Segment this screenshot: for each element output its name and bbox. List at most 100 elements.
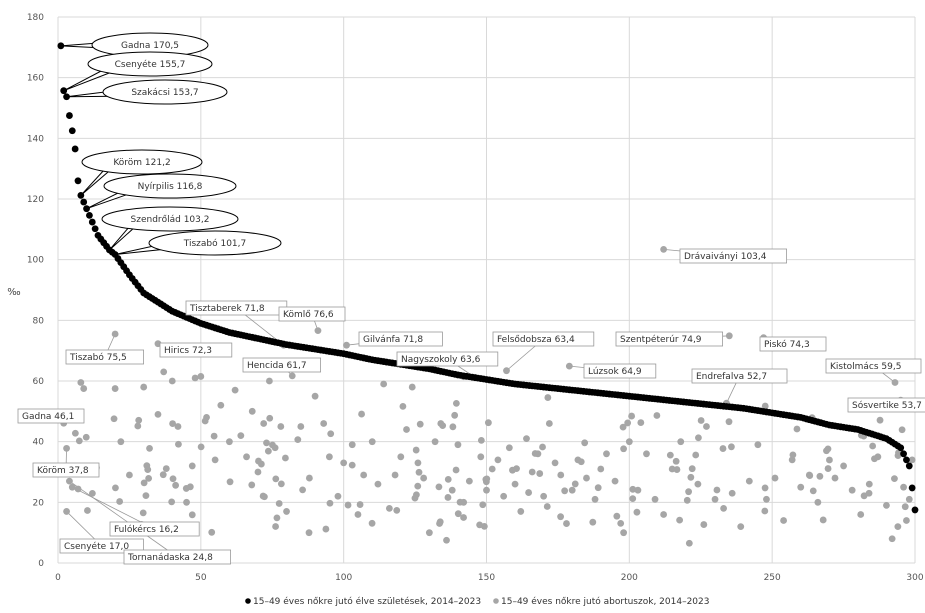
abortion-point bbox=[210, 432, 218, 440]
abortion-point bbox=[865, 480, 873, 488]
abortion-point bbox=[719, 445, 727, 452]
abortion-point bbox=[66, 477, 73, 485]
abortion-point bbox=[412, 446, 420, 454]
annotation-label: Gilvánfa 71,8 bbox=[363, 335, 423, 345]
abortion-point bbox=[619, 423, 627, 431]
abortion-point bbox=[660, 511, 668, 518]
abortion-point bbox=[688, 465, 696, 473]
abortion-point bbox=[168, 498, 176, 506]
abortion-point bbox=[272, 523, 279, 530]
abortion-point bbox=[539, 443, 546, 451]
annotation-box bbox=[242, 357, 321, 373]
abortion-point bbox=[226, 478, 234, 486]
abortion-point bbox=[243, 453, 250, 461]
annotation-label: Fulókércs 16,2 bbox=[114, 524, 179, 535]
annotation-leader bbox=[69, 480, 178, 558]
abortion-point bbox=[145, 474, 153, 482]
annotation-label: Kömlő 76,6 bbox=[283, 310, 334, 320]
annotation-label: Drávaiványi 103,4 bbox=[684, 252, 767, 262]
birth-point bbox=[897, 444, 905, 452]
abortion-point bbox=[68, 483, 76, 491]
annotation-label: Nagyszokoly 63,6 bbox=[401, 355, 481, 365]
annotation-label: Gadna 46,1 bbox=[22, 412, 74, 422]
birth-point bbox=[903, 456, 910, 464]
abortion-point bbox=[135, 416, 143, 424]
annotation-label: Sósvertike 53,7 bbox=[852, 400, 922, 411]
abortion-point bbox=[456, 498, 464, 506]
abortion-point bbox=[160, 368, 168, 376]
birth-point bbox=[63, 93, 70, 101]
abortion-point bbox=[673, 466, 681, 473]
legend-marker bbox=[493, 598, 499, 604]
annotation-label: Hirics 72,3 bbox=[164, 346, 212, 356]
abortion-point bbox=[320, 420, 328, 427]
birth-point bbox=[88, 218, 96, 226]
abortion-point bbox=[677, 438, 685, 446]
abortion-point bbox=[525, 489, 533, 496]
abortion-point bbox=[191, 374, 199, 382]
abortion-point bbox=[269, 441, 276, 449]
abortion-point bbox=[860, 492, 868, 500]
birth-point bbox=[905, 462, 913, 470]
abortion-point bbox=[88, 489, 96, 497]
abortion-point bbox=[183, 498, 190, 506]
annotation-box bbox=[358, 331, 443, 347]
annotation-label: Szentpéterúr 74,9 bbox=[620, 334, 702, 345]
annotation-label: Tisztaberek 71,8 bbox=[189, 304, 265, 314]
abortion-point bbox=[169, 420, 177, 427]
abortion-point bbox=[451, 411, 459, 419]
birth-point bbox=[60, 87, 68, 95]
abortion-point bbox=[484, 419, 492, 427]
annotation-label: Tiszabó 75,5 bbox=[69, 352, 127, 363]
series-abortions bbox=[60, 245, 916, 547]
abortion-point bbox=[891, 379, 899, 386]
abortion-point bbox=[265, 377, 273, 385]
abortion-point bbox=[174, 423, 182, 430]
abortion-point bbox=[348, 441, 356, 449]
abortion-point bbox=[420, 474, 428, 482]
abortion-point bbox=[594, 484, 602, 492]
abortion-point bbox=[393, 506, 401, 514]
abortion-point bbox=[634, 486, 642, 494]
abortion-point bbox=[633, 508, 641, 516]
abortion-point bbox=[517, 508, 525, 515]
abortion-point bbox=[431, 438, 439, 446]
abortion-point bbox=[110, 415, 118, 423]
abortion-point bbox=[368, 519, 376, 527]
abortion-point bbox=[343, 341, 350, 349]
callout-label: Köröm 121,2 bbox=[113, 158, 170, 168]
annotation-label: Kistolmács 59,5 bbox=[830, 362, 901, 372]
callout-label: Szakácsi 153,7 bbox=[131, 88, 198, 98]
abortion-point bbox=[63, 508, 70, 515]
birth-point bbox=[57, 42, 65, 50]
abortion-point bbox=[597, 465, 605, 473]
annotation-label: Tornanádaska 24,8 bbox=[127, 553, 213, 563]
abortion-point bbox=[348, 461, 356, 469]
abortion-point bbox=[142, 492, 150, 500]
abortion-point bbox=[898, 426, 906, 434]
birth-point bbox=[68, 127, 76, 135]
y-tick-label: 60 bbox=[33, 377, 45, 387]
abortion-point bbox=[415, 468, 423, 476]
legend-marker bbox=[245, 598, 251, 604]
abortion-point bbox=[454, 441, 462, 449]
abortion-point bbox=[399, 402, 407, 410]
legend-label: 15–49 éves nőkre jutó abortuszok, 2014–2… bbox=[501, 596, 709, 607]
abortion-point bbox=[443, 536, 450, 544]
abortion-point bbox=[625, 438, 633, 446]
series-births bbox=[57, 42, 919, 514]
abortion-point bbox=[397, 453, 405, 461]
abortion-point bbox=[745, 477, 753, 485]
abortion-point bbox=[819, 516, 827, 524]
abortion-point bbox=[326, 499, 334, 507]
annotation-box bbox=[159, 342, 233, 358]
abortion-point bbox=[725, 418, 733, 426]
abortion-point bbox=[814, 498, 822, 506]
callout-bubble bbox=[103, 173, 237, 199]
annotation-box bbox=[396, 351, 499, 367]
y-tick-label: 140 bbox=[27, 134, 44, 144]
abortion-point bbox=[197, 373, 205, 380]
annotation-label: Hencida 61,7 bbox=[247, 361, 307, 371]
